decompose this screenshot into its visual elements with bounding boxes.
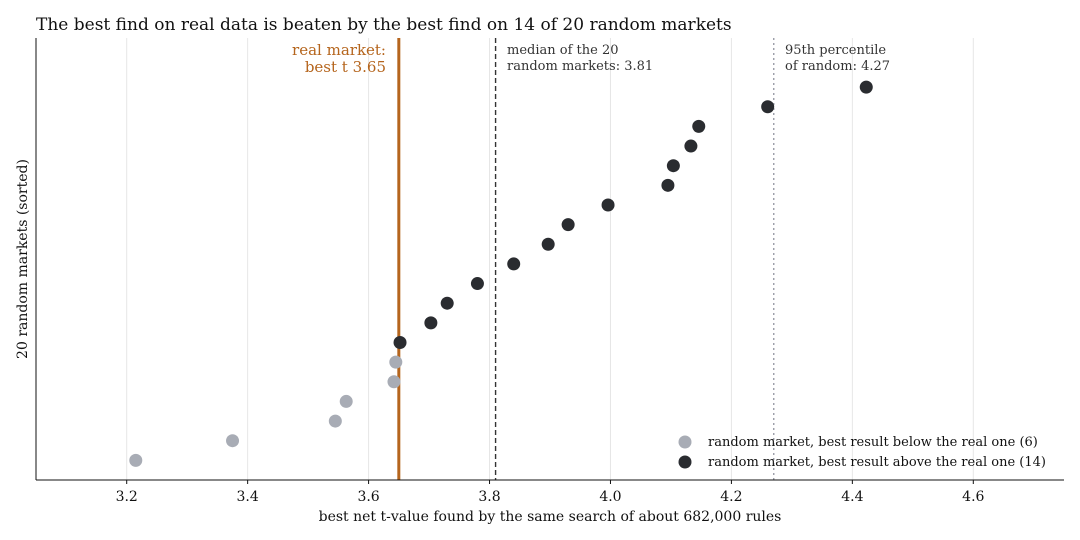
point-above-real: [859, 80, 873, 94]
real-line-label-1: real market:: [292, 41, 386, 59]
legend-marker-above: [678, 455, 692, 469]
median-line-label-2: random markets: 3.81: [507, 59, 653, 74]
chart-title: The best find on real data is beaten by …: [36, 15, 732, 35]
median-line-label-1: median of the 20: [507, 43, 619, 58]
x-axis-ticks: 3.2 3.4 3.6 3.8 4.0 4.2 4.4 4.6: [116, 480, 985, 505]
point-below-real: [387, 375, 401, 389]
point-above-real: [541, 237, 555, 251]
x-tick-label: 4.4: [841, 489, 863, 505]
point-below-real: [389, 355, 403, 369]
point-below-real: [226, 434, 240, 448]
point-below-real: [328, 414, 342, 428]
point-above-real: [666, 159, 680, 173]
p95-line-label-2: of random: 4.27: [785, 59, 890, 74]
point-above-real: [601, 198, 615, 212]
x-tick-label: 4.0: [599, 489, 621, 505]
p95-line-label-1: 95th percentile: [785, 43, 886, 58]
point-above-real: [692, 119, 706, 133]
point-above-real: [393, 335, 407, 349]
point-above-real: [440, 296, 454, 310]
point-above-real: [507, 257, 521, 271]
point-above-real: [424, 316, 438, 330]
x-tick-label: 4.6: [962, 489, 984, 505]
x-axis-label: best net t-value found by the same searc…: [319, 509, 782, 525]
x-tick-label: 3.2: [116, 489, 138, 505]
point-above-real: [470, 277, 484, 291]
point-below-real: [129, 453, 143, 467]
legend-marker-below: [678, 435, 692, 449]
x-tick-label: 3.8: [478, 489, 500, 505]
point-above-real: [761, 100, 775, 114]
x-gridlines: [126, 38, 974, 480]
legend: random market, best result below the rea…: [678, 435, 1046, 470]
point-above-real: [561, 218, 575, 232]
point-above-real: [661, 178, 675, 192]
reference-lines: [397, 38, 775, 480]
legend-label-above: random market, best result above the rea…: [708, 455, 1046, 470]
legend-label-below: random market, best result below the rea…: [708, 435, 1038, 450]
x-tick-label: 4.2: [720, 489, 742, 505]
y-axis-label: 20 random markets (sorted): [15, 159, 31, 359]
scatter-points: [129, 80, 873, 467]
real-line-label-2: best t 3.65: [305, 58, 386, 76]
x-tick-label: 3.6: [357, 489, 379, 505]
x-tick-label: 3.4: [237, 489, 259, 505]
point-below-real: [339, 394, 353, 408]
point-above-real: [684, 139, 698, 153]
